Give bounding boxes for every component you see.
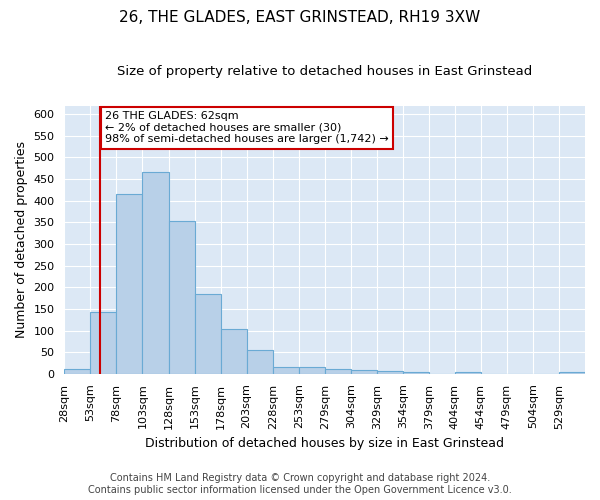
- Bar: [559, 372, 585, 374]
- Bar: [272, 367, 299, 374]
- Bar: [116, 194, 142, 374]
- Bar: [194, 294, 221, 374]
- Bar: [169, 221, 194, 374]
- X-axis label: Distribution of detached houses by size in East Grinstead: Distribution of detached houses by size …: [145, 437, 504, 450]
- Text: 26, THE GLADES, EAST GRINSTEAD, RH19 3XW: 26, THE GLADES, EAST GRINSTEAD, RH19 3XW: [119, 10, 481, 25]
- Text: Contains HM Land Registry data © Crown copyright and database right 2024.
Contai: Contains HM Land Registry data © Crown c…: [88, 474, 512, 495]
- Y-axis label: Number of detached properties: Number of detached properties: [15, 141, 28, 338]
- Bar: [247, 350, 272, 374]
- Bar: [351, 370, 377, 374]
- Bar: [142, 172, 169, 374]
- Bar: [299, 368, 325, 374]
- Bar: [455, 372, 481, 374]
- Bar: [325, 368, 351, 374]
- Bar: [64, 370, 91, 374]
- Title: Size of property relative to detached houses in East Grinstead: Size of property relative to detached ho…: [117, 65, 532, 78]
- Text: 26 THE GLADES: 62sqm
← 2% of detached houses are smaller (30)
98% of semi-detach: 26 THE GLADES: 62sqm ← 2% of detached ho…: [105, 111, 389, 144]
- Bar: [91, 312, 116, 374]
- Bar: [403, 372, 429, 374]
- Bar: [221, 330, 247, 374]
- Bar: [377, 371, 403, 374]
